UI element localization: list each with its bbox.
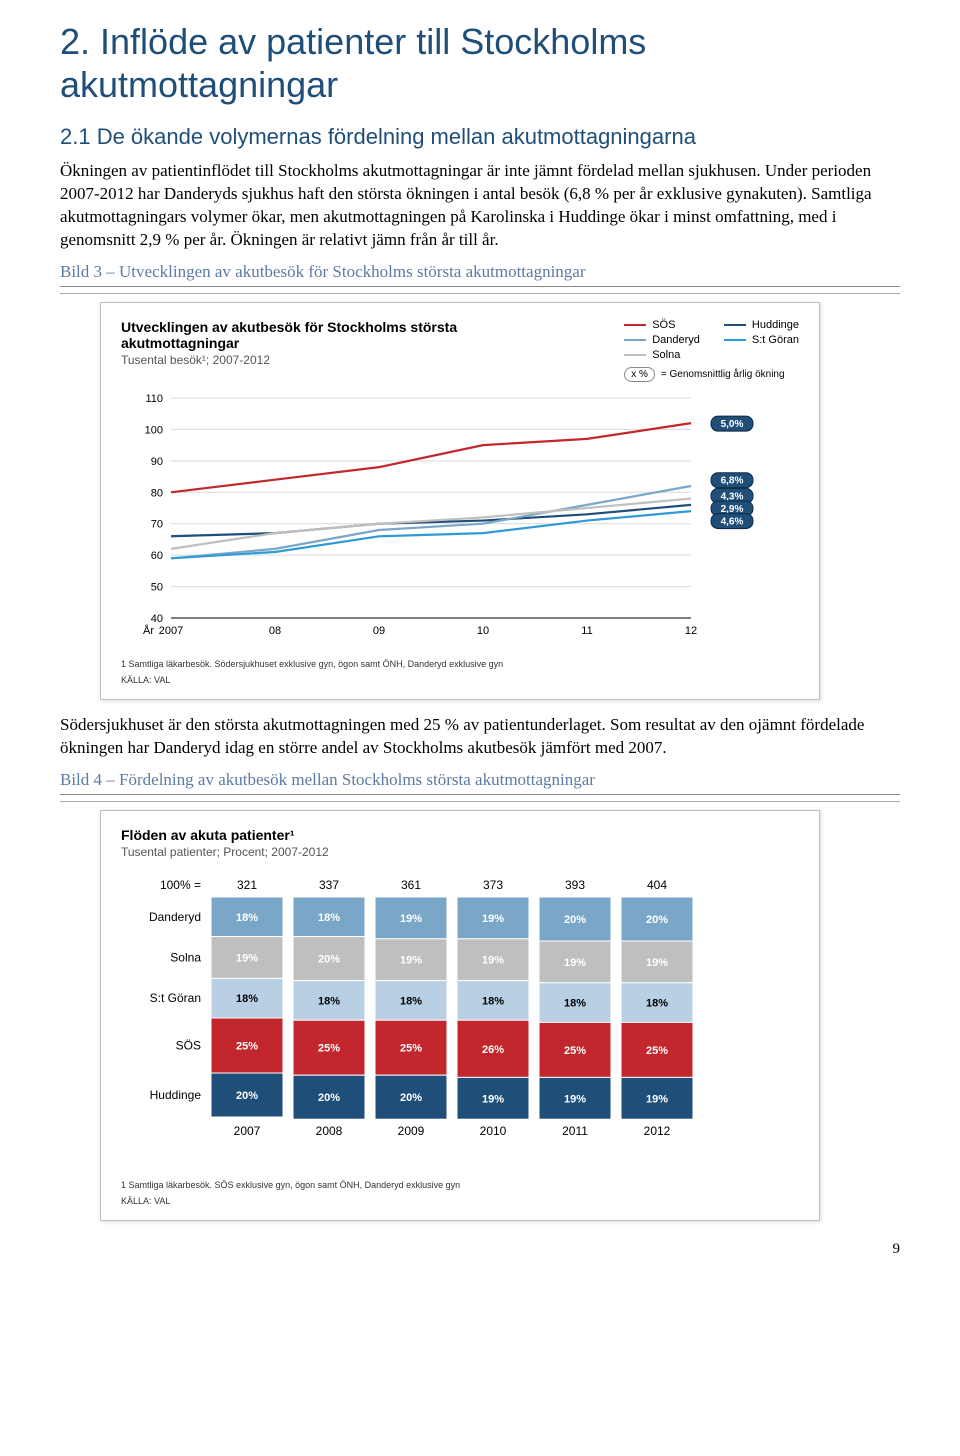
- svg-text:18%: 18%: [564, 998, 586, 1010]
- chart2-subtitle: Tusental patienter; Procent; 2007-2012: [121, 845, 799, 859]
- line-chart-card: Utvecklingen av akutbesök för Stockholms…: [100, 302, 820, 700]
- svg-text:25%: 25%: [646, 1045, 668, 1057]
- svg-text:2008: 2008: [316, 1124, 343, 1138]
- svg-text:90: 90: [151, 456, 163, 468]
- svg-text:2007: 2007: [159, 625, 183, 637]
- svg-text:393: 393: [565, 878, 585, 892]
- svg-text:20%: 20%: [564, 914, 586, 926]
- svg-text:4,6%: 4,6%: [721, 517, 744, 528]
- figure-4-caption: Bild 4 – Fördelning av akutbesök mellan …: [60, 770, 900, 795]
- page-heading: 2. Inflöde av patienter till Stockholms …: [60, 20, 900, 106]
- svg-text:19%: 19%: [646, 1093, 668, 1105]
- svg-text:19%: 19%: [564, 957, 586, 969]
- chart1-subtitle: Tusental besök¹; 2007-2012: [121, 353, 541, 367]
- svg-text:Solna: Solna: [170, 951, 201, 965]
- svg-text:20%: 20%: [318, 1092, 340, 1104]
- chart2-footnote: 1 Samtliga läkarbesök. SÖS exklusive gyn…: [121, 1180, 799, 1190]
- stacked-chart-card: Flöden av akuta patienter¹ Tusental pati…: [100, 810, 820, 1221]
- svg-text:19%: 19%: [400, 913, 422, 925]
- svg-text:60: 60: [151, 550, 163, 562]
- svg-text:19%: 19%: [482, 913, 504, 925]
- svg-text:25%: 25%: [318, 1043, 340, 1055]
- svg-text:09: 09: [373, 625, 385, 637]
- svg-text:25%: 25%: [400, 1043, 422, 1055]
- svg-text:25%: 25%: [564, 1045, 586, 1057]
- svg-text:2009: 2009: [398, 1124, 425, 1138]
- legend-item: Solna: [624, 349, 700, 361]
- chart1-source: KÄLLA: VAL: [121, 675, 799, 685]
- legend-note-text: = Genomsnittlig årlig ökning: [661, 369, 785, 380]
- paragraph-1: Ökningen av patientinflödet till Stockho…: [60, 160, 900, 252]
- legend-note-box: x %: [624, 367, 655, 382]
- svg-text:12: 12: [685, 625, 697, 637]
- svg-text:20%: 20%: [646, 914, 668, 926]
- svg-text:SÖS: SÖS: [176, 1039, 201, 1053]
- svg-text:19%: 19%: [482, 955, 504, 967]
- svg-text:100% =: 100% =: [160, 878, 201, 892]
- svg-text:08: 08: [269, 625, 281, 637]
- svg-text:2012: 2012: [644, 1124, 671, 1138]
- section-heading: 2.1 De ökande volymernas fördelning mell…: [60, 124, 900, 150]
- svg-text:18%: 18%: [318, 995, 340, 1007]
- svg-text:25%: 25%: [236, 1041, 258, 1053]
- svg-text:19%: 19%: [482, 1093, 504, 1105]
- svg-text:2011: 2011: [562, 1124, 588, 1138]
- svg-text:80: 80: [151, 487, 163, 499]
- svg-text:19%: 19%: [400, 955, 422, 967]
- svg-text:2007: 2007: [234, 1124, 261, 1138]
- svg-text:År: År: [143, 624, 154, 637]
- svg-text:18%: 18%: [646, 998, 668, 1010]
- page-number: 9: [60, 1241, 900, 1258]
- chart2-source: KÄLLA: VAL: [121, 1196, 799, 1206]
- paragraph-2: Södersjukhuset är den största akutmottag…: [60, 714, 900, 760]
- svg-text:18%: 18%: [318, 912, 340, 924]
- svg-text:5,0%: 5,0%: [721, 419, 744, 430]
- legend-item: S:t Göran: [724, 334, 799, 346]
- stacked-chart-svg: 100% = 321 337 361 373 393 404 18% 19% 18% 25% 20% 2…: [121, 869, 801, 1169]
- svg-text:337: 337: [319, 878, 339, 892]
- svg-text:18%: 18%: [236, 993, 258, 1005]
- svg-text:361: 361: [401, 878, 421, 892]
- svg-text:404: 404: [647, 878, 667, 892]
- svg-text:19%: 19%: [236, 953, 258, 965]
- svg-text:19%: 19%: [646, 957, 668, 969]
- svg-text:19%: 19%: [564, 1093, 586, 1105]
- svg-text:Huddinge: Huddinge: [150, 1088, 202, 1102]
- chart2-title: Flöden av akuta patienter¹: [121, 827, 799, 843]
- svg-text:40: 40: [151, 613, 163, 625]
- legend-item: Huddinge: [724, 319, 799, 331]
- legend-item: SÖS: [624, 319, 700, 331]
- svg-text:18%: 18%: [482, 995, 504, 1007]
- svg-text:373: 373: [483, 878, 503, 892]
- svg-text:321: 321: [237, 878, 257, 892]
- svg-text:2010: 2010: [480, 1124, 507, 1138]
- svg-text:26%: 26%: [482, 1044, 504, 1056]
- svg-text:110: 110: [145, 393, 163, 405]
- chart1-title: Utvecklingen av akutbesök för Stockholms…: [121, 319, 541, 351]
- svg-text:70: 70: [151, 519, 163, 531]
- svg-text:18%: 18%: [236, 912, 258, 924]
- svg-text:20%: 20%: [318, 954, 340, 966]
- svg-text:Danderyd: Danderyd: [149, 910, 201, 924]
- svg-text:100: 100: [145, 425, 163, 437]
- svg-text:20%: 20%: [236, 1090, 258, 1102]
- legend-item: Danderyd: [624, 334, 700, 346]
- svg-text:10: 10: [477, 625, 489, 637]
- svg-text:6,8%: 6,8%: [721, 476, 744, 487]
- svg-text:11: 11: [581, 625, 592, 637]
- divider: [60, 293, 900, 294]
- svg-text:S:t Göran: S:t Göran: [150, 991, 201, 1005]
- chart1-footnote: 1 Samtliga läkarbesök. Södersjukhuset ex…: [121, 659, 799, 669]
- line-chart-svg: 40 50 60 70 80 90 100 110 2007 08 09 10 11 12 År 5,0% 6,…: [121, 388, 801, 648]
- svg-text:20%: 20%: [400, 1092, 422, 1104]
- svg-text:50: 50: [151, 582, 163, 594]
- svg-text:18%: 18%: [400, 995, 422, 1007]
- figure-3-caption: Bild 3 – Utvecklingen av akutbesök för S…: [60, 262, 900, 287]
- divider: [60, 801, 900, 802]
- chart1-legend: SÖS Huddinge Danderyd S:t Göran Solna: [624, 319, 799, 361]
